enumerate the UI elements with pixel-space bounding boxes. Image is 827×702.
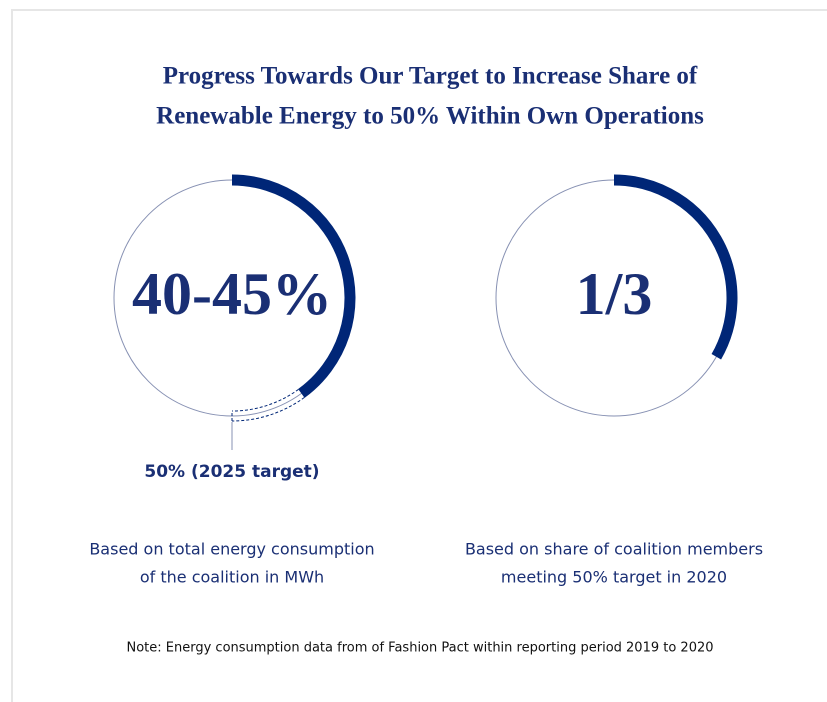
- gauge-label: 1/3: [576, 261, 653, 327]
- caption: Based on share of coalition members: [465, 540, 763, 559]
- caption: Based on total energy consumption: [89, 540, 374, 559]
- title-line: Renewable Energy to 50% Within Own Opera…: [156, 103, 704, 130]
- target-segment: [231, 389, 305, 422]
- title-line: Progress Towards Our Target to Increase …: [163, 63, 698, 90]
- gauge-arc: [231, 174, 356, 398]
- target-label: 50% (2025 target): [144, 462, 319, 482]
- caption: of the coalition in MWh: [140, 568, 324, 587]
- card: [11, 9, 827, 702]
- gauge-label: 40-45%: [132, 261, 332, 327]
- caption: meeting 50% target in 2020: [501, 568, 727, 587]
- note: Note: Energy consumption data from of Fa…: [126, 641, 713, 656]
- gauge-arc: [613, 174, 738, 360]
